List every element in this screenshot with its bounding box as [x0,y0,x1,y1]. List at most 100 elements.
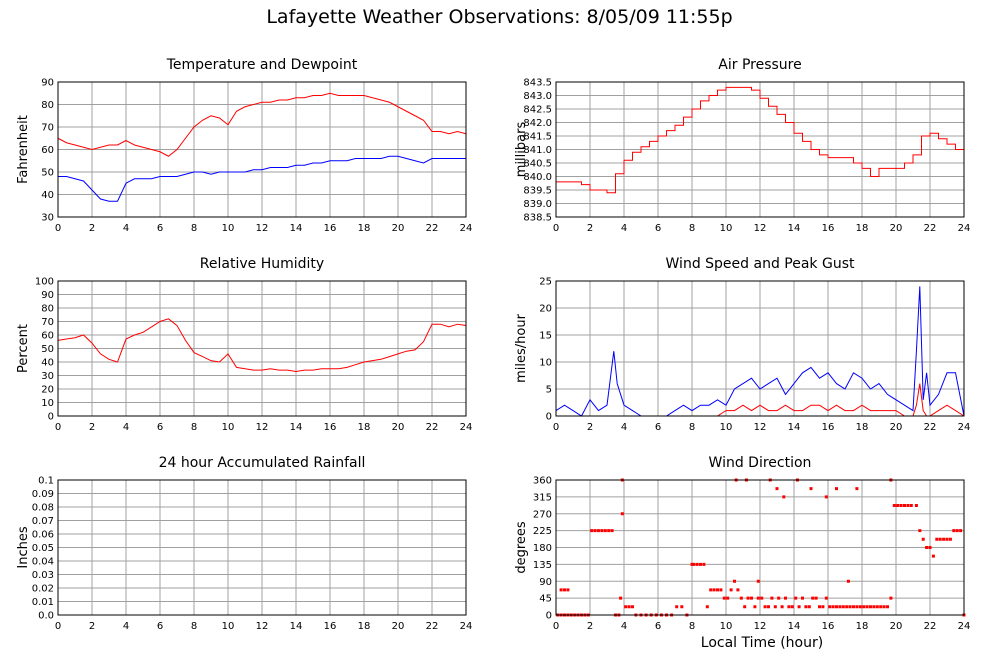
wind-speed-xtick: 14 [788,422,801,433]
wind-direction-xtick: 2 [587,621,593,632]
wind-direction-point [619,596,623,600]
wind-direction-ytick: 0 [546,611,552,622]
rainfall-xtick: 4 [123,621,129,632]
wind-direction-xtick: 0 [553,621,559,632]
wind-direction-point [872,605,876,609]
wind-direction-xtick: 24 [958,621,971,632]
pressure-xtick: 16 [822,223,835,234]
wind-direction-point [709,588,713,592]
wind-direction-point [903,504,906,507]
humidity-ytick: 50 [41,344,54,355]
wind-direction-point [797,605,801,609]
pressure-ytick: 841.0 [523,145,552,156]
wind-direction-point [918,529,922,533]
wind-direction-point [620,512,624,516]
wind-direction-frame [555,479,965,616]
wind-direction-point [938,537,942,541]
wind-direction-point [889,596,893,600]
wind-direction-point [753,605,757,609]
wind-direction-point [566,588,570,592]
wind-direction-point [824,495,828,499]
wind-direction-point [811,596,815,600]
wind-direction-ytick: 135 [533,560,552,571]
wind-direction-point [835,605,838,609]
wind-direction-point [746,596,750,600]
wind-direction-point [852,605,855,609]
wind-direction-point [736,588,740,592]
wind-direction-point [921,537,925,541]
rainfall-xtick: 18 [358,621,371,632]
wind-direction-point [775,487,779,491]
wind-direction-point [959,529,963,533]
rainfall-xtick: 24 [460,621,473,632]
humidity-xtick: 14 [290,422,303,433]
wind-direction-point [756,596,760,600]
wind-direction-point [692,562,696,566]
rainfall-ytick: 0.0 [38,611,54,622]
rainfall-chart: 24 hour Accumulated Rainfall Inches 0.0 0.0… [16,455,472,632]
wind-direction-xtick: 22 [924,621,937,632]
wind-direction-point [787,605,791,609]
wind-direction-point [906,504,910,507]
wind-direction-point [770,596,774,600]
rainfall-ytick: 0.09 [32,489,54,500]
wind-direction-xtick: 4 [621,621,627,632]
wind-direction-point [763,605,767,609]
temperature-xtick: 4 [123,223,129,234]
wind-direction-point [699,562,702,566]
humidity-xtick: 24 [460,422,473,433]
wind-direction-point [835,487,838,491]
wind-direction-point [845,605,849,609]
humidity-title: Relative Humidity [200,256,324,272]
pressure-xtick: 20 [890,223,903,234]
pressure-ytick: 841.5 [523,132,552,143]
wind-direction-point [925,546,929,549]
pressure-xtick: 8 [689,223,695,234]
wind-direction-point [858,605,862,609]
wind-speed-ytick: 10 [539,358,552,369]
wind-direction-point [899,504,903,507]
wind-direction-point [931,554,935,558]
temperature-ytick: 90 [41,78,54,89]
wind-direction-point [855,605,859,609]
humidity-xtick: 10 [222,422,235,433]
pressure-ytick: 839.5 [523,186,552,197]
temperature-xtick: 14 [290,223,303,234]
wind-direction-point [841,605,845,609]
wind-speed-xtick: 24 [958,422,971,433]
rainfall-ytick: 0.04 [32,557,54,568]
humidity-ytick: 70 [41,317,54,328]
wind-direction-point [782,495,786,499]
wind-direction-point [818,605,821,609]
wind-direction-point [935,537,939,541]
wind-direction-xtick: 14 [788,621,801,632]
wind-direction-point [722,596,726,600]
humidity-ytick: 20 [41,385,54,396]
wind-direction-ytick: 180 [533,543,552,554]
pressure-xtick: 22 [924,223,937,234]
rainfall-ylabel: Inches [16,526,31,568]
pressure-xtick: 6 [655,223,661,234]
rainfall-xtick: 22 [426,621,439,632]
wind-direction-point [928,546,932,549]
wind-direction-xtick: 6 [655,621,661,632]
humidity-ytick: 80 [41,304,54,315]
wind-direction-point [831,605,835,609]
pressure-ytick: 838.5 [523,213,552,224]
wind-direction-point [702,562,706,566]
wind-direction-point [955,529,959,533]
wind-speed-title: Wind Speed and Peak Gust [666,256,855,272]
wind-direction-point [624,605,628,609]
wind-direction-point [610,529,614,533]
wind-direction-point [675,605,679,609]
temperature-ytick: 70 [41,123,54,134]
pressure-xtick: 12 [754,223,767,234]
wind-speed-ytick: 0 [546,412,552,423]
wind-direction-point [862,605,866,609]
x-axis-caption: Local Time (hour) [700,635,824,651]
wind-direction-point [875,605,879,609]
wind-direction-point [607,529,611,533]
rainfall-ytick: 0.01 [32,597,54,608]
pressure-chart: Air Pressure millibars 838.5 839.0 839.5 840.… [514,57,970,234]
wind-direction-xtick: 16 [822,621,835,632]
